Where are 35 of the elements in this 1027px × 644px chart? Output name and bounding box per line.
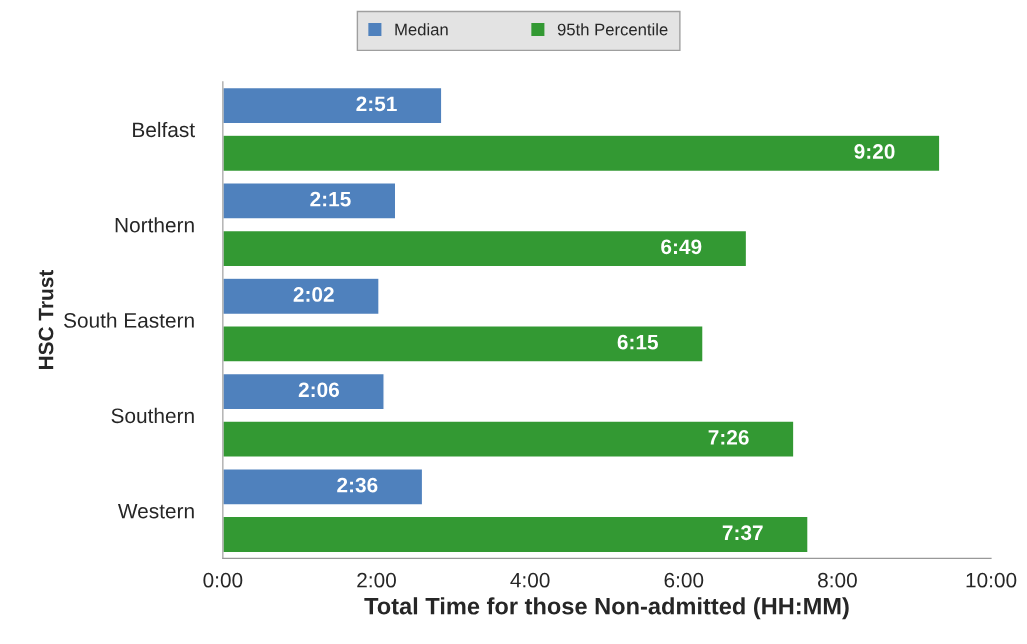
bar	[222, 420, 795, 459]
bar	[222, 229, 748, 268]
x-tick-label: 4:00	[510, 572, 550, 588]
x-tick-label: 0:00	[203, 572, 243, 588]
data-label: 6:49	[661, 239, 702, 255]
legend-label: 95th Percentile	[557, 23, 668, 36]
y-tick-label: Belfast	[133, 121, 195, 138]
bar	[222, 86, 443, 125]
x-axis-title: Total Time for those Non-admitted (HH:MM)	[364, 597, 849, 620]
data-label: 2:02	[293, 287, 334, 302]
y-axis-title: HSC Trust	[38, 269, 54, 370]
x-tick-label: 6:00	[664, 572, 704, 588]
data-label: 2:36	[337, 477, 378, 493]
data-label: 6:15	[617, 334, 658, 350]
data-label: 2:06	[298, 382, 340, 398]
data-label: 7:37	[722, 525, 763, 541]
x-tick-label: 10:00	[966, 572, 1017, 588]
bar	[222, 468, 424, 506]
data-label: 9:20	[854, 144, 895, 159]
bar	[222, 325, 704, 363]
y-tick-label: South Eastern	[64, 312, 194, 328]
x-tick-label: 8:00	[818, 572, 857, 588]
data-label: 2:51	[356, 96, 397, 112]
data-label: 2:15	[310, 191, 351, 207]
bar	[222, 372, 385, 411]
bar	[222, 515, 809, 554]
bar	[222, 182, 397, 220]
legend-label: Median	[395, 23, 448, 36]
y-tick-label: Western	[117, 503, 194, 519]
bar	[222, 277, 380, 316]
x-tick-label: 2:00	[357, 572, 396, 588]
bar	[222, 134, 941, 173]
y-tick-label: Southern	[111, 407, 194, 424]
y-tick-label: Northern	[115, 217, 194, 233]
data-label: 7:26	[708, 430, 749, 445]
